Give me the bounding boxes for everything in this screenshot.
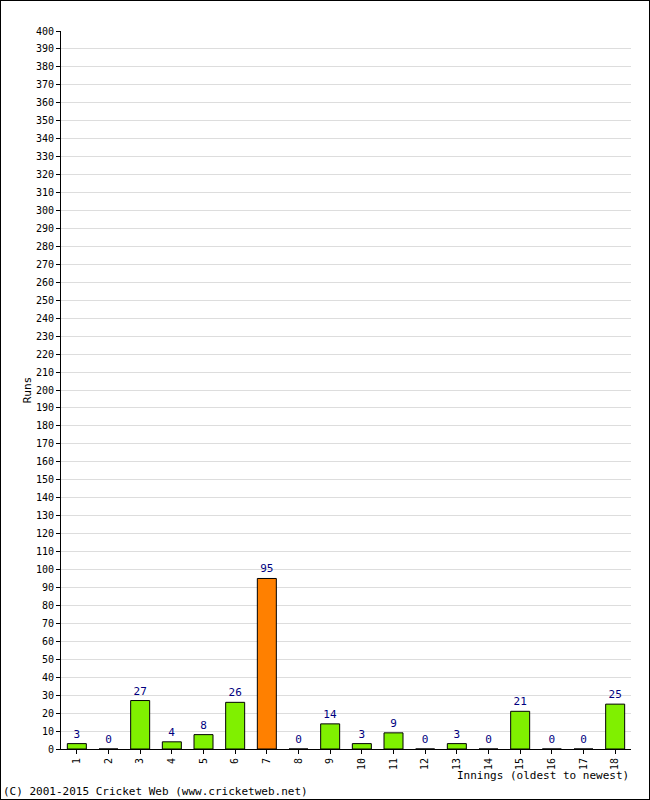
- svg-text:70: 70: [42, 618, 54, 629]
- svg-text:1: 1: [71, 758, 82, 764]
- svg-text:150: 150: [36, 474, 54, 485]
- svg-text:90: 90: [42, 582, 54, 593]
- svg-text:190: 190: [36, 402, 54, 413]
- svg-text:280: 280: [36, 241, 54, 252]
- svg-text:160: 160: [36, 456, 54, 467]
- svg-text:12: 12: [419, 758, 430, 770]
- svg-text:220: 220: [36, 349, 54, 360]
- svg-text:21: 21: [514, 695, 527, 708]
- svg-text:7: 7: [261, 758, 272, 764]
- svg-text:50: 50: [42, 654, 54, 665]
- svg-text:240: 240: [36, 313, 54, 324]
- svg-text:10: 10: [42, 726, 54, 737]
- svg-text:0: 0: [48, 744, 54, 755]
- svg-text:100: 100: [36, 564, 54, 575]
- svg-text:390: 390: [36, 43, 54, 54]
- svg-text:0: 0: [295, 733, 302, 746]
- svg-text:15: 15: [514, 758, 525, 770]
- svg-text:330: 330: [36, 151, 54, 162]
- svg-text:18: 18: [609, 758, 620, 770]
- svg-text:0: 0: [549, 733, 556, 746]
- svg-text:0: 0: [422, 733, 429, 746]
- svg-text:120: 120: [36, 528, 54, 539]
- svg-text:26: 26: [229, 686, 242, 699]
- svg-text:0: 0: [580, 733, 587, 746]
- svg-text:20: 20: [42, 708, 54, 719]
- svg-text:340: 340: [36, 133, 54, 144]
- svg-text:310: 310: [36, 187, 54, 198]
- svg-text:140: 140: [36, 492, 54, 503]
- svg-text:9: 9: [390, 717, 397, 730]
- svg-text:380: 380: [36, 61, 54, 72]
- svg-text:130: 130: [36, 510, 54, 521]
- svg-text:180: 180: [36, 420, 54, 431]
- svg-text:27: 27: [134, 685, 147, 698]
- svg-text:3: 3: [454, 728, 461, 741]
- svg-text:270: 270: [36, 259, 54, 270]
- svg-text:13: 13: [451, 758, 462, 770]
- svg-text:360: 360: [36, 97, 54, 108]
- svg-text:40: 40: [42, 672, 54, 683]
- svg-text:10: 10: [356, 758, 367, 770]
- svg-text:4: 4: [166, 758, 177, 764]
- svg-text:300: 300: [36, 205, 54, 216]
- svg-text:17: 17: [578, 758, 589, 770]
- svg-text:95: 95: [260, 562, 273, 575]
- svg-text:6: 6: [229, 758, 240, 764]
- svg-text:(C) 2001-2015 Cricket Web (www: (C) 2001-2015 Cricket Web (www.cricketwe…: [3, 785, 308, 798]
- svg-text:8: 8: [200, 719, 207, 732]
- svg-text:400: 400: [36, 26, 54, 37]
- svg-text:0: 0: [485, 733, 492, 746]
- svg-text:Runs: Runs: [21, 377, 34, 404]
- svg-text:16: 16: [546, 758, 557, 770]
- svg-text:230: 230: [36, 331, 54, 342]
- svg-text:25: 25: [609, 688, 622, 701]
- svg-text:5: 5: [198, 758, 209, 764]
- svg-text:370: 370: [36, 79, 54, 90]
- svg-text:8: 8: [293, 758, 304, 764]
- svg-text:3: 3: [359, 728, 366, 741]
- svg-text:320: 320: [36, 169, 54, 180]
- svg-text:14: 14: [483, 758, 494, 770]
- svg-text:290: 290: [36, 223, 54, 234]
- svg-text:14: 14: [323, 708, 337, 721]
- svg-text:3: 3: [134, 758, 145, 764]
- svg-text:11: 11: [388, 758, 399, 770]
- svg-text:2: 2: [103, 758, 114, 764]
- svg-text:9: 9: [324, 758, 335, 764]
- svg-text:350: 350: [36, 115, 54, 126]
- svg-text:110: 110: [36, 546, 54, 557]
- svg-text:30: 30: [42, 690, 54, 701]
- svg-text:250: 250: [36, 295, 54, 306]
- svg-text:3: 3: [74, 728, 81, 741]
- svg-text:210: 210: [36, 367, 54, 378]
- svg-text:200: 200: [36, 385, 54, 396]
- svg-text:4: 4: [168, 726, 175, 739]
- svg-text:0: 0: [105, 733, 112, 746]
- svg-text:60: 60: [42, 636, 54, 647]
- svg-text:170: 170: [36, 438, 54, 449]
- svg-text:80: 80: [42, 600, 54, 611]
- svg-text:Innings (oldest to newest): Innings (oldest to newest): [457, 769, 629, 782]
- svg-text:260: 260: [36, 277, 54, 288]
